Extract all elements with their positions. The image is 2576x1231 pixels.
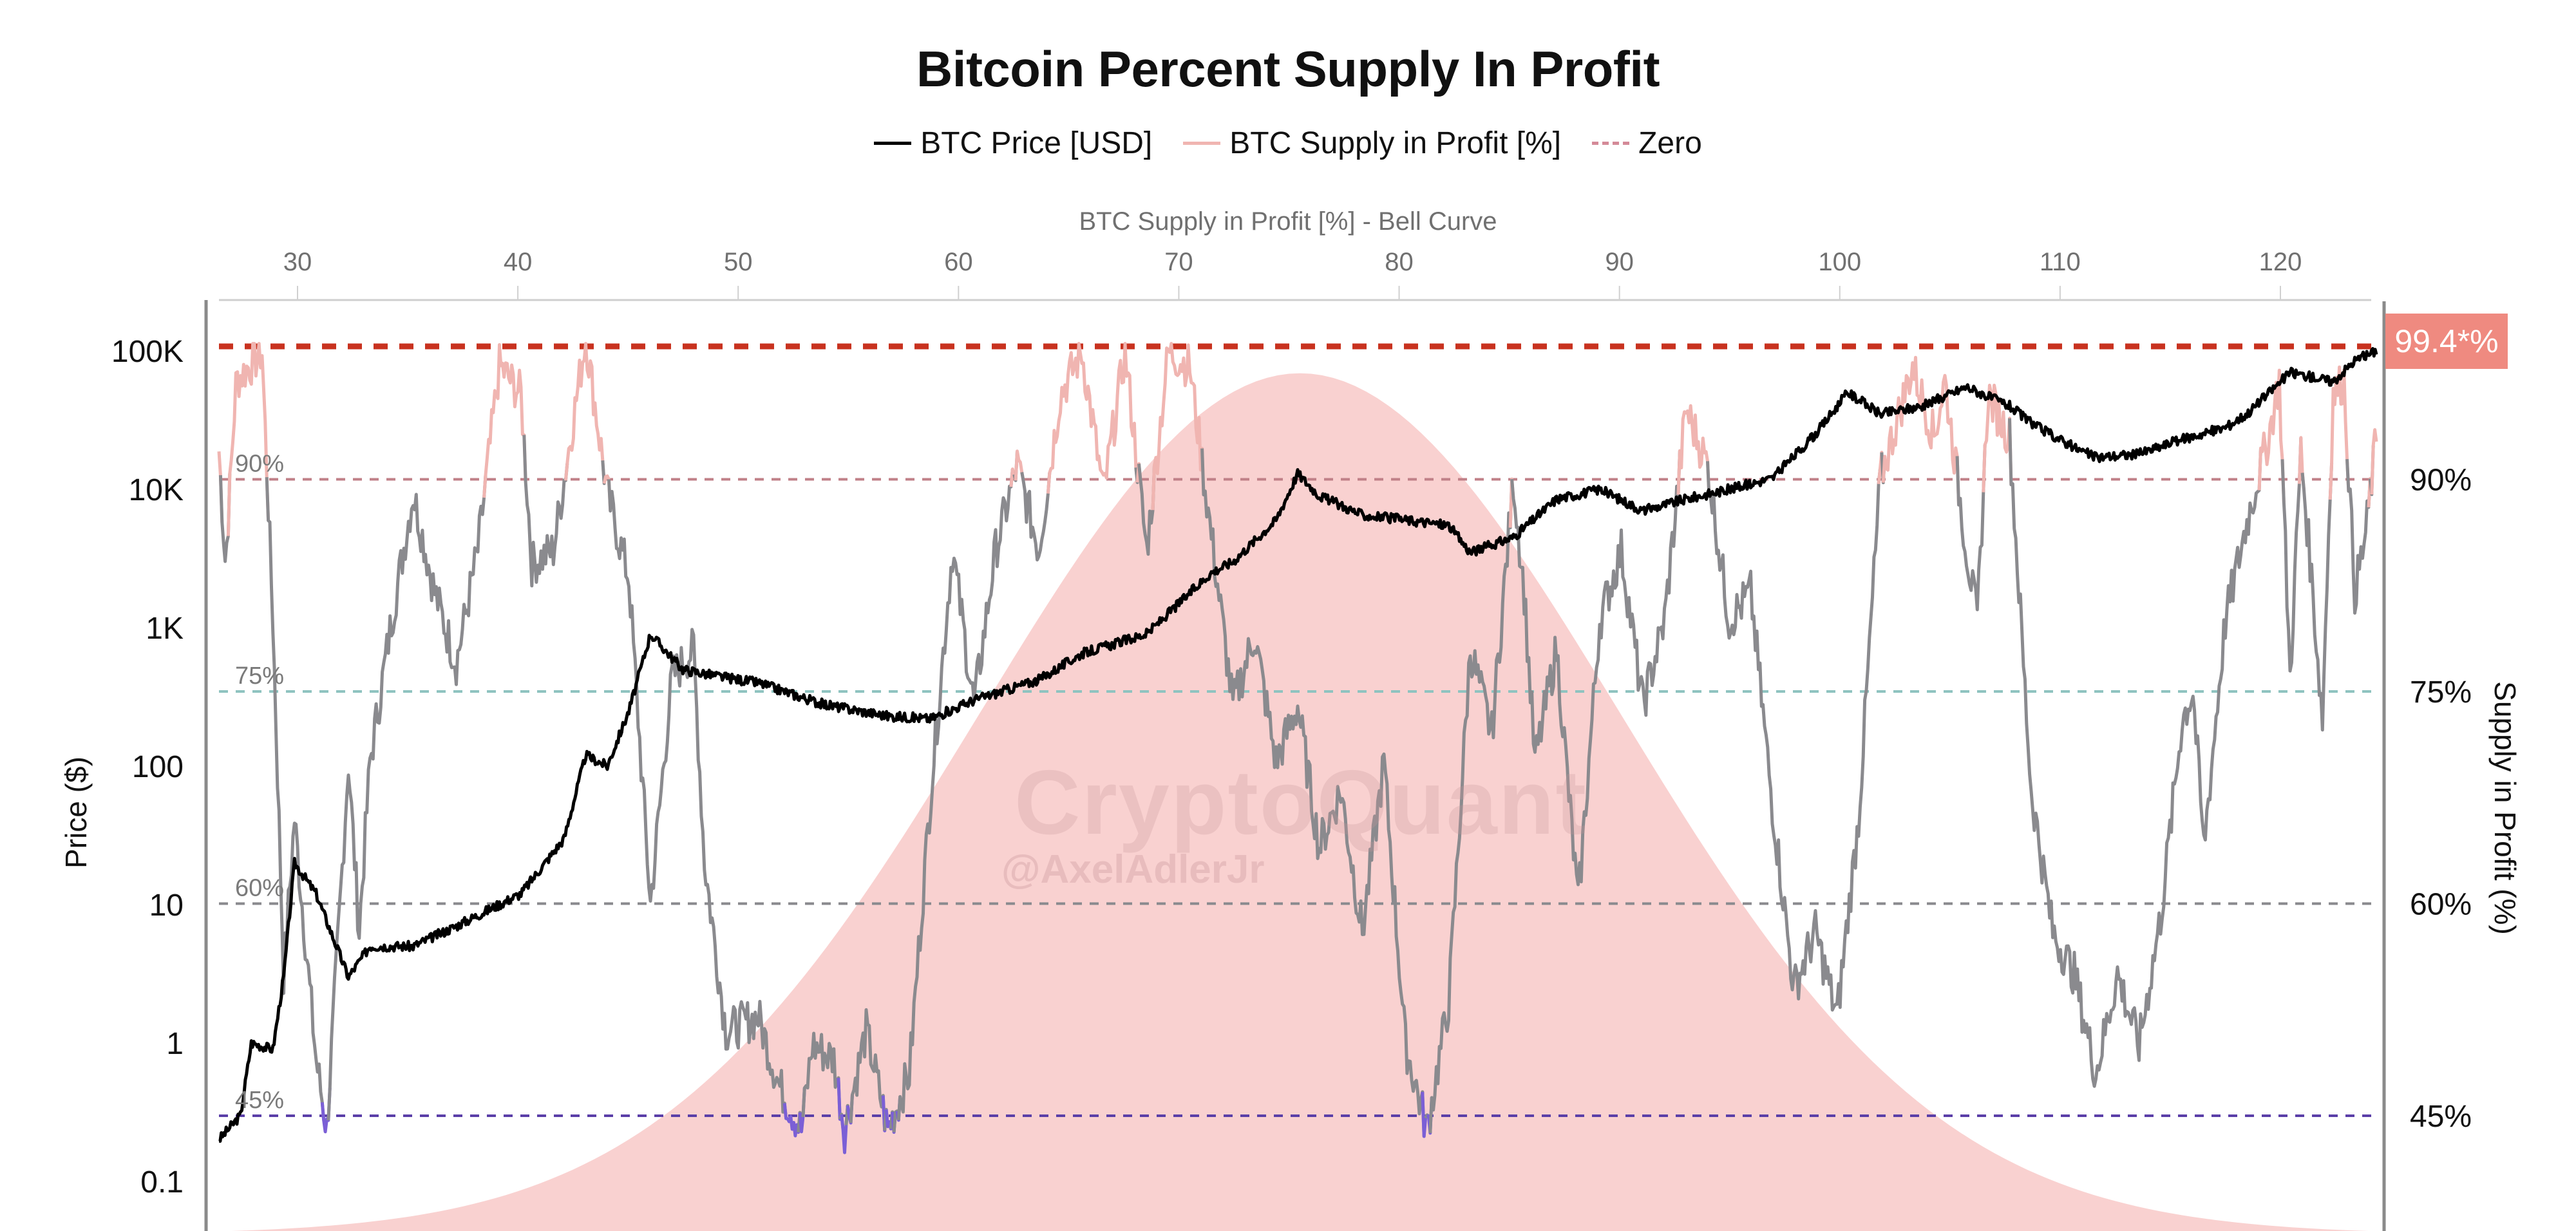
legend-label-supply: BTC Supply in Profit [%] (1229, 126, 1562, 160)
top-axis-tick-label: 100 (1818, 248, 1861, 276)
reference-line-label: 45% (235, 1087, 284, 1114)
supply-line-segment-mid (2345, 458, 2372, 615)
chart-title: Bitcoin Percent Supply In Profit (916, 41, 1660, 97)
top-axis-tick-label: 30 (283, 248, 312, 276)
supply-line-segment-mid (2280, 437, 2303, 673)
supply-line-segment-hi (2328, 365, 2351, 500)
supply-line-segment-hi (2370, 428, 2378, 495)
left-axis-tick-label: 0.1 (140, 1165, 184, 1199)
supply-line-segment-mid (2300, 463, 2334, 732)
supply-line-segment-mid (1020, 471, 1052, 562)
watermark-logo: CryptoQuant (1014, 751, 1587, 854)
reference-line-label: 60% (235, 875, 284, 902)
right-axis-tick-label: 75% (2410, 675, 2472, 709)
supply-line-segment-mid (2008, 418, 2262, 1088)
right-axis-tick-label: 45% (2410, 1100, 2472, 1134)
top-axis-tick-label: 70 (1164, 248, 1193, 276)
current-value-badge: 99.4*% (2385, 314, 2508, 369)
supply-line-segment-mid (1200, 448, 1426, 1137)
left-axis-tick-label: 10 (149, 888, 184, 923)
supply-line-segment-hi (1881, 355, 1960, 505)
supply-line-segment-mid (1955, 444, 1987, 612)
top-axis-tick-label: 40 (504, 248, 533, 276)
reference-line-label: 75% (235, 662, 284, 690)
supply-line-segment-mid (327, 475, 488, 1121)
top-axis-tick-label: 50 (724, 248, 753, 276)
supply-line-segment-mid (896, 469, 1014, 1120)
supply-line-segment-hi (226, 342, 270, 536)
legend-item-price[interactable]: BTC Price [USD] (874, 126, 1152, 161)
top-axis-title: BTC Supply in Profit [%] - Bell Curve (1079, 207, 1497, 236)
supply-line-segment-hi (482, 343, 527, 498)
legend-swatch-zero (1592, 142, 1630, 145)
supply-line-segment-mid (607, 479, 788, 1119)
top-axis-tick-label: 110 (2040, 248, 2081, 276)
legend-item-zero[interactable]: Zero (1592, 126, 1702, 161)
left-axis-tick-label: 1K (146, 612, 184, 646)
right-axis-tick-label: 60% (2410, 888, 2472, 922)
right-axis-tick-label: 90% (2410, 464, 2472, 498)
top-axis-tick-label: 90 (1605, 248, 1634, 276)
legend-swatch-supply (1183, 142, 1221, 145)
left-axis-tick-label: 100K (111, 335, 184, 369)
supply-line-segment-mid (801, 1031, 842, 1120)
supply-line-segment-hi (2257, 368, 2286, 503)
supply-line-segment-hi (564, 342, 606, 484)
legend-swatch-price (874, 142, 912, 145)
left-axis-tick-label: 1 (166, 1027, 184, 1061)
supply-line-segment-hi (1676, 404, 1711, 496)
top-axis-tick-label: 80 (1385, 248, 1414, 276)
supply-line-segment-mid (265, 477, 326, 1121)
top-axis-tick-label: 120 (2259, 248, 2302, 276)
right-axis-title: Supply in Profit (%) (2488, 681, 2522, 935)
supply-line-segment-hi (1151, 342, 1206, 511)
watermark-author: @AxelAdlerJr (1001, 847, 1265, 892)
supply-line-segment-mid (522, 435, 569, 588)
bell-curve-area (231, 373, 2369, 1231)
supply-line-segment-mid (1137, 463, 1156, 556)
supply-line-segment-mid (1428, 479, 1514, 1134)
price-line (218, 347, 2378, 1143)
legend-label-zero: Zero (1638, 126, 1702, 160)
supply-line-segment-mid (849, 1008, 887, 1131)
left-axis-tick-label: 100 (132, 750, 184, 784)
left-axis-title: Price ($) (59, 756, 93, 869)
top-axis-tick-label: 60 (944, 248, 973, 276)
legend: BTC Price [USD] BTC Supply in Profit [%]… (0, 126, 2576, 161)
left-axis-tick-label: 10K (129, 473, 184, 507)
supply-line-segment-hi (1046, 342, 1139, 494)
supply-line-segment-hi (1982, 384, 2013, 493)
supply-line-segment-mid (1510, 451, 1681, 887)
supply-line-segment-mid (1706, 461, 1882, 1012)
legend-item-supply[interactable]: BTC Supply in Profit [%] (1183, 126, 1561, 161)
legend-label-price: BTC Price [USD] (920, 126, 1153, 160)
reference-line-label: 90% (235, 451, 284, 478)
